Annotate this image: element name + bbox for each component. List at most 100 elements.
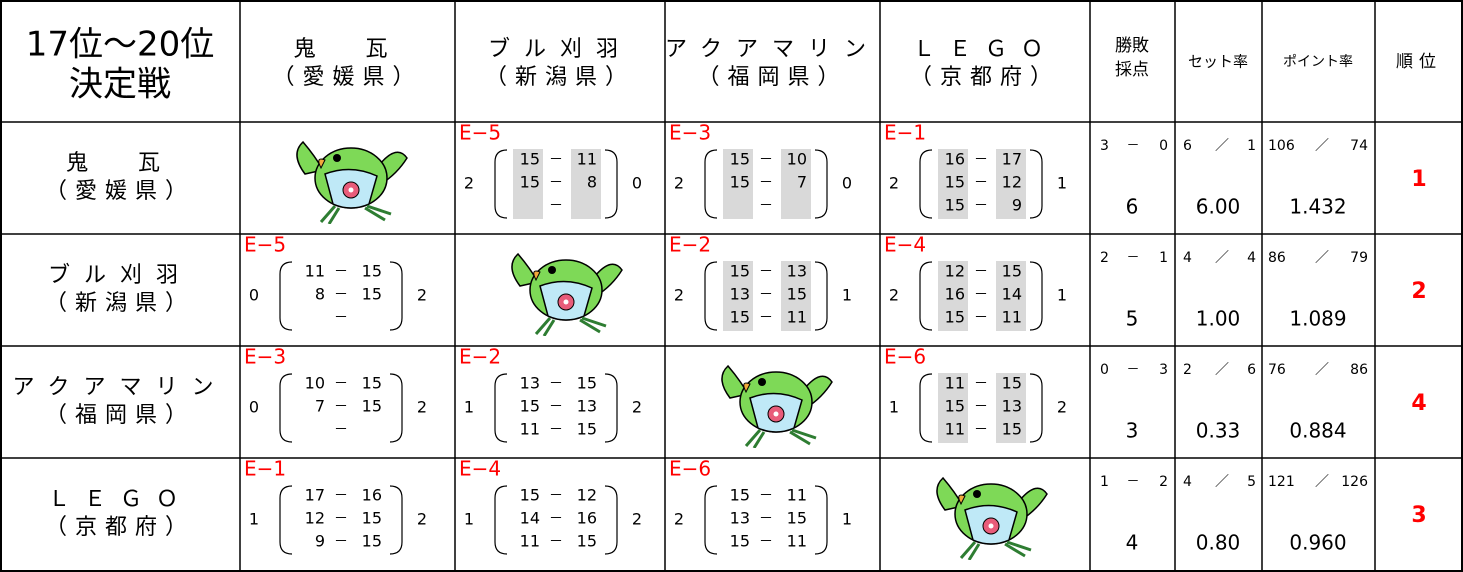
title: 決定戦 [69, 65, 171, 105]
set-dash: － [974, 175, 988, 191]
score: 3 [1126, 419, 1139, 443]
set-dash: － [549, 422, 563, 438]
winner-shade [996, 373, 1026, 443]
slash: ／ [1315, 138, 1329, 154]
slash: ／ [1215, 362, 1229, 378]
header-set-rate: セット率 [1188, 53, 1248, 71]
set-dash: － [549, 175, 563, 191]
sets-left: 2 [674, 286, 684, 305]
team-row-pref: （愛媛県） [45, 179, 195, 204]
team-row-pref: （新潟県） [45, 291, 195, 316]
set-score: 16 [577, 509, 597, 528]
set-rate: 0.80 [1196, 531, 1241, 555]
slash: ／ [1315, 474, 1329, 490]
sets-right: 2 [632, 398, 642, 417]
sets-left: 2 [674, 174, 684, 193]
set-score: 15 [362, 285, 382, 304]
bracket [389, 261, 403, 331]
set-score: 15 [362, 374, 382, 393]
title: 17位～20位 [26, 25, 215, 65]
set-score: 16 [945, 150, 965, 169]
set-score: 15 [730, 173, 750, 192]
team-row-pref: （福岡県） [45, 403, 195, 428]
team-header-name: アクアマリン [665, 37, 880, 62]
set-score: 12 [1002, 173, 1022, 192]
set-dash: － [549, 534, 563, 550]
set-score: 17 [1002, 150, 1022, 169]
sets-won: 4 [1183, 250, 1192, 266]
set-dash: － [759, 287, 773, 303]
set-score: 15 [945, 196, 965, 215]
bracket [494, 485, 508, 555]
mascot [510, 252, 624, 336]
match-code: E−3 [669, 121, 711, 145]
sets-left: 1 [464, 510, 474, 529]
bracket [279, 485, 293, 555]
set-dash: － [759, 488, 773, 504]
set-score: 8 [587, 173, 597, 192]
set-score: 15 [520, 486, 540, 505]
wins: 3 [1100, 138, 1109, 154]
points-lost: 79 [1350, 250, 1368, 266]
bracket [919, 149, 933, 219]
sets-left: 2 [674, 510, 684, 529]
set-score: 13 [1002, 397, 1022, 416]
team-header-pref: （新潟県） [485, 65, 635, 90]
sets-left: 2 [889, 286, 899, 305]
set-score: 15 [577, 374, 597, 393]
set-score: 11 [945, 420, 965, 439]
set-dash: － [334, 310, 348, 326]
set-score: 15 [945, 397, 965, 416]
set-dash: － [334, 376, 348, 392]
team-row-name: 鬼 瓦 [66, 151, 174, 176]
match-code: E−6 [884, 345, 926, 369]
set-dash: － [334, 287, 348, 303]
set-score: 15 [730, 532, 750, 551]
rank: 3 [1411, 503, 1426, 528]
sets-right: 0 [842, 174, 852, 193]
winner-shade [938, 149, 968, 219]
set-score: 15 [730, 308, 750, 327]
dash: － [1126, 139, 1139, 154]
score: 6 [1126, 195, 1139, 219]
set-score: 8 [315, 285, 325, 304]
score: 5 [1126, 307, 1139, 331]
winner-shade [996, 261, 1026, 331]
winner-shade [723, 149, 753, 219]
losses: 0 [1159, 138, 1168, 154]
bracket [279, 261, 293, 331]
set-score: 15 [362, 262, 382, 281]
team-header-name: ＬＥＧＯ [913, 37, 1057, 62]
set-score: 15 [577, 532, 597, 551]
set-dash: － [759, 198, 773, 214]
bracket [389, 373, 403, 443]
winner-shade [723, 261, 753, 331]
sets-left: 0 [249, 398, 259, 417]
sets-lost: 5 [1247, 474, 1256, 490]
sets-right: 2 [417, 398, 427, 417]
bracket [814, 149, 828, 219]
sets-left: 2 [889, 174, 899, 193]
set-score: 14 [1002, 285, 1022, 304]
losses: 1 [1159, 250, 1168, 266]
bracket [919, 373, 933, 443]
bracket [279, 373, 293, 443]
sets-right: 1 [842, 286, 852, 305]
winner-shade [513, 149, 543, 219]
bracket [494, 373, 508, 443]
sets-right: 1 [1057, 174, 1067, 193]
set-score: 11 [1002, 308, 1022, 327]
match-code: E−4 [884, 233, 926, 257]
match-code: E−6 [669, 457, 711, 481]
set-score: 15 [520, 173, 540, 192]
sets-lost: 6 [1247, 362, 1256, 378]
set-dash: － [334, 264, 348, 280]
sets-won: 6 [1183, 138, 1192, 154]
set-dash: － [334, 399, 348, 415]
set-score: 15 [1002, 262, 1022, 281]
losses: 3 [1159, 362, 1168, 378]
match-code: E−1 [884, 121, 926, 145]
set-dash: － [759, 511, 773, 527]
team-row-pref: （京都府） [45, 515, 195, 540]
